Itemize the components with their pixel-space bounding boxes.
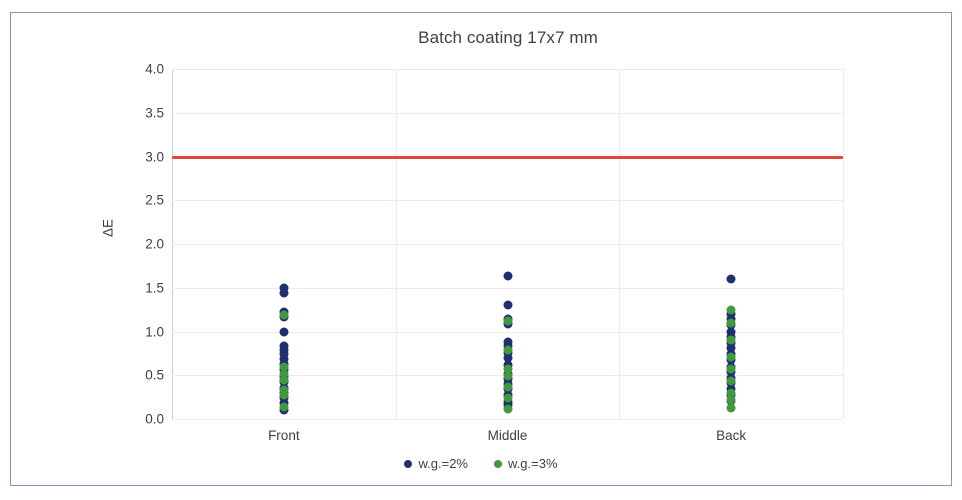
- gridline-vertical: [619, 69, 620, 419]
- data-point: [726, 395, 736, 405]
- legend-item[interactable]: w.g.=2%: [404, 456, 468, 471]
- y-axis-tick-label: 1.5: [145, 280, 164, 296]
- data-point: [726, 343, 736, 353]
- data-point: [726, 318, 736, 328]
- data-point: [503, 316, 512, 326]
- y-axis-tick-label: 4.0: [145, 61, 164, 77]
- data-point: [279, 390, 289, 400]
- plot-area: [172, 69, 844, 420]
- data-point: [503, 271, 512, 280]
- data-point: [726, 274, 736, 284]
- data-point: [503, 382, 512, 392]
- spec-limit-line: [172, 155, 843, 159]
- x-axis-tick-label: Front: [268, 428, 300, 443]
- gridline-horizontal: [172, 200, 843, 202]
- data-point: [279, 385, 289, 395]
- data-point: [503, 371, 512, 381]
- data-point: [503, 345, 512, 355]
- data-point: [726, 364, 736, 374]
- chart-legend: w.g.=2% w.g.=3%: [0, 456, 962, 471]
- data-point: [726, 327, 736, 336]
- legend-label: w.g.=3%: [508, 456, 558, 471]
- data-point: [279, 375, 289, 385]
- data-point: [279, 402, 289, 412]
- data-point: [503, 364, 512, 374]
- data-point: [726, 352, 736, 362]
- gridline-horizontal: [172, 69, 843, 70]
- y-axis-tick-label: 1.0: [145, 324, 164, 339]
- data-point: [503, 404, 512, 413]
- y-axis-tick-label: 2.5: [145, 192, 164, 208]
- y-axis-tick-label: 3.0: [145, 149, 164, 164]
- data-point: [279, 327, 289, 336]
- y-axis-tick-label: 0.5: [145, 367, 164, 383]
- gridline-horizontal: [172, 112, 843, 114]
- data-point: [503, 353, 512, 363]
- data-point: [279, 362, 289, 371]
- y-axis-tick-label: 0.0: [145, 411, 164, 427]
- y-axis-tick-label: 3.5: [145, 105, 164, 121]
- y-axis-tick-label: 2.0: [145, 236, 164, 252]
- legend-marker-icon: [404, 459, 413, 468]
- chart-title: Batch coating 17x7 mm: [418, 28, 598, 47]
- gridline-vertical: [843, 69, 844, 419]
- data-point: [279, 369, 289, 379]
- data-point: [279, 283, 289, 293]
- data-point: [503, 300, 512, 310]
- gridline-horizontal: [172, 419, 843, 420]
- data-point: [726, 388, 736, 398]
- x-axis-tick-label: Middle: [487, 428, 528, 443]
- chart-frame-border: [10, 12, 952, 486]
- data-point: [503, 393, 512, 403]
- gridline-vertical: [396, 69, 397, 419]
- gridline-horizontal: [172, 331, 843, 333]
- data-point: [726, 335, 736, 345]
- gridline-horizontal: [172, 287, 843, 289]
- gridline-horizontal: [172, 244, 843, 245]
- y-axis-tick-labels: 0.0 0.5 1.0 1.5 2.0 2.5 3.0 3.5 4.0: [112, 62, 164, 427]
- data-point: [279, 354, 289, 364]
- data-point: [726, 305, 736, 315]
- data-point: [726, 403, 736, 413]
- x-axis-tick-label: Back: [716, 428, 747, 443]
- legend-label: w.g.=2%: [418, 456, 468, 471]
- legend-item[interactable]: w.g.=3%: [494, 456, 558, 471]
- data-point: [726, 376, 736, 385]
- legend-marker-icon: [494, 459, 502, 468]
- data-point: [279, 310, 289, 320]
- data-point: [279, 288, 289, 298]
